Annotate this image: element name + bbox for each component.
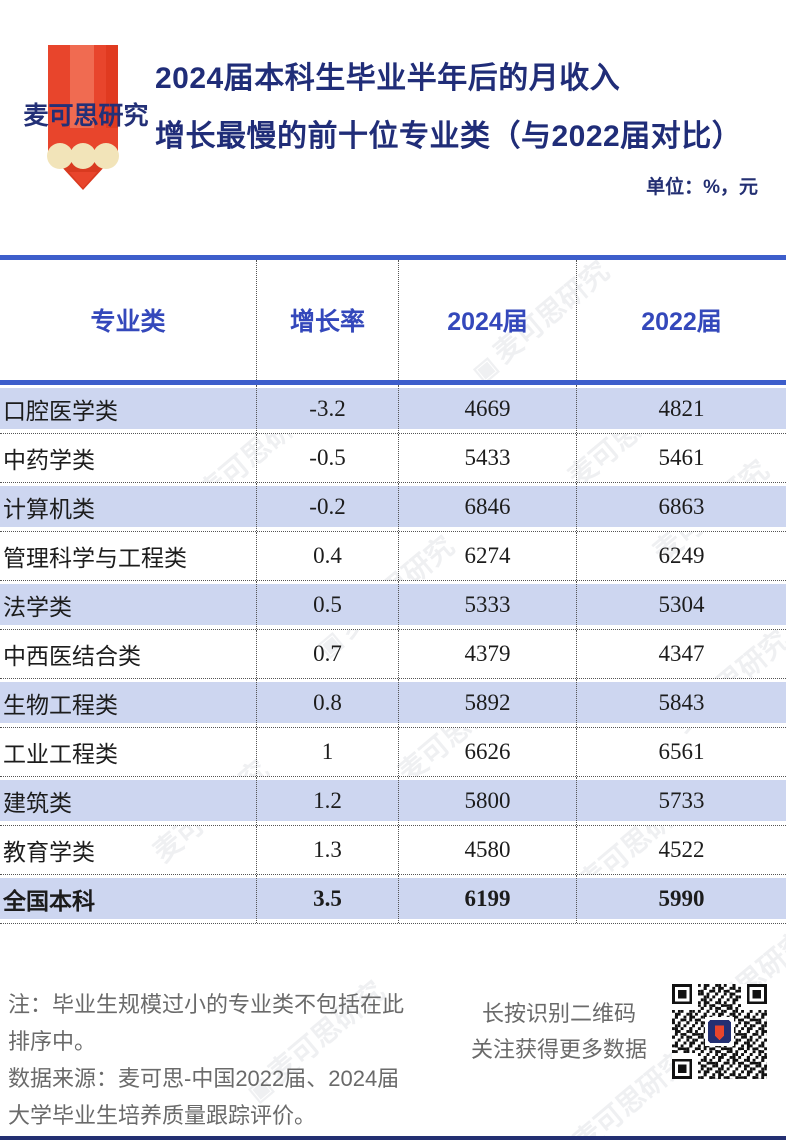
cell-growth: 0.4 <box>257 532 399 580</box>
table-row: 中药学类 -0.5 5433 5461 <box>0 434 786 483</box>
cell-2024: 6626 <box>399 728 577 776</box>
cell-2024: 4669 <box>399 385 577 433</box>
cell-2024: 4379 <box>399 630 577 678</box>
cell-2022: 6561 <box>658 739 705 764</box>
cell-2022: 4821 <box>658 396 705 421</box>
cell-2022: 6863 <box>658 494 705 519</box>
table-row: 教育学类 1.3 4580 4522 <box>0 826 786 875</box>
table-row: 口腔医学类 -3.2 4669 4821 <box>0 385 786 434</box>
cell-2024: 4580 <box>399 826 577 874</box>
cell-major: 法学类 <box>0 581 257 629</box>
column-header-2024: 2024届 <box>399 260 577 380</box>
table-row-national-total: 全国本科 3.5 6199 5990 <box>0 875 786 924</box>
cell-2022: 5843 <box>658 690 705 715</box>
qr-code-icon <box>672 984 767 1079</box>
cell-2022: 5304 <box>658 592 705 617</box>
data-table: 专业类 增长率 2024届 2022届 口腔医学类 -3.2 4669 4821… <box>0 255 786 924</box>
table-row: 法学类 0.5 5333 5304 <box>0 581 786 630</box>
cell-2022: 4522 <box>658 837 705 862</box>
table-header-row: 专业类 增长率 2024届 2022届 <box>0 260 786 380</box>
cell-2022: 5461 <box>658 445 705 470</box>
cell-major: 教育学类 <box>0 826 257 874</box>
qr-code <box>672 984 767 1079</box>
cell-growth: -0.5 <box>257 434 399 482</box>
table-row: 中西医结合类 0.7 4379 4347 <box>0 630 786 679</box>
column-header-growth: 增长率 <box>257 260 399 380</box>
footnote: 注：毕业生规模过小的专业类不包括在此 排序中。 数据来源：麦可思-中国2022届… <box>8 986 404 1134</box>
cell-growth: 1.3 <box>257 826 399 874</box>
cell-growth: -0.2 <box>257 483 399 531</box>
table-row: 管理科学与工程类 0.4 6274 6249 <box>0 532 786 581</box>
cell-growth: 1 <box>257 728 399 776</box>
title-line-2: 增长最慢的前十位专业类（与2022届对比） <box>155 120 743 153</box>
cell-major: 口腔医学类 <box>0 385 257 433</box>
cell-major: 全国本科 <box>0 875 257 923</box>
table-row: 工业工程类 1 6626 6561 <box>0 728 786 777</box>
cell-2022: 6249 <box>658 543 705 568</box>
cell-major: 中药学类 <box>0 434 257 482</box>
logo-text: 麦可思研究 <box>23 102 149 130</box>
bottom-rule <box>0 1136 786 1140</box>
mycos-pencil-logo: 麦可思研究 <box>18 40 154 190</box>
title-line-1: 2024届本科生毕业半年后的月收入 <box>155 62 621 95</box>
cell-growth: 3.5 <box>257 875 399 923</box>
footnote-line: 数据来源：麦可思-中国2022届、2024届 <box>8 1066 400 1091</box>
cell-2024: 6199 <box>399 875 577 923</box>
footnote-line: 注：毕业生规模过小的专业类不包括在此 <box>8 992 405 1017</box>
cell-2022: 5733 <box>658 788 705 813</box>
cell-growth: 1.2 <box>257 777 399 825</box>
table-row: 计算机类 -0.2 6846 6863 <box>0 483 786 532</box>
cell-major: 管理科学与工程类 <box>0 532 257 580</box>
qr-caption-line: 关注获得更多数据 <box>470 1037 647 1062</box>
cell-2024: 5892 <box>399 679 577 727</box>
cell-growth: 0.7 <box>257 630 399 678</box>
cell-2022: 5990 <box>658 886 705 911</box>
cell-major: 计算机类 <box>0 483 257 531</box>
table-top-rule <box>0 255 786 260</box>
qr-caption: 长按识别二维码 关注获得更多数据 <box>450 996 668 1068</box>
footnote-line: 大学毕业生培养质量跟踪评价。 <box>8 1103 317 1128</box>
footnote-line: 排序中。 <box>8 1029 97 1054</box>
cell-2024: 5800 <box>399 777 577 825</box>
cell-2022: 4347 <box>658 641 705 666</box>
table-row: 生物工程类 0.8 5892 5843 <box>0 679 786 728</box>
unit-label: 单位：%，元 <box>646 177 758 198</box>
column-header-2022: 2022届 <box>641 308 722 336</box>
cell-2024: 6846 <box>399 483 577 531</box>
column-header-major: 专业类 <box>0 260 257 380</box>
cell-2024: 5433 <box>399 434 577 482</box>
pencil-icon <box>47 45 119 190</box>
cell-growth: 0.5 <box>257 581 399 629</box>
cell-major: 建筑类 <box>0 777 257 825</box>
cell-major: 中西医结合类 <box>0 630 257 678</box>
cell-major: 生物工程类 <box>0 679 257 727</box>
table-row: 建筑类 1.2 5800 5733 <box>0 777 786 826</box>
cell-2024: 5333 <box>399 581 577 629</box>
cell-growth: -3.2 <box>257 385 399 433</box>
cell-major: 工业工程类 <box>0 728 257 776</box>
cell-2024: 6274 <box>399 532 577 580</box>
page-title: 2024届本科生毕业半年后的月收入 增长最慢的前十位专业类（与2022届对比） <box>155 50 780 166</box>
qr-caption-line: 长按识别二维码 <box>481 1001 636 1026</box>
table-header-rule <box>0 380 786 385</box>
cell-growth: 0.8 <box>257 679 399 727</box>
